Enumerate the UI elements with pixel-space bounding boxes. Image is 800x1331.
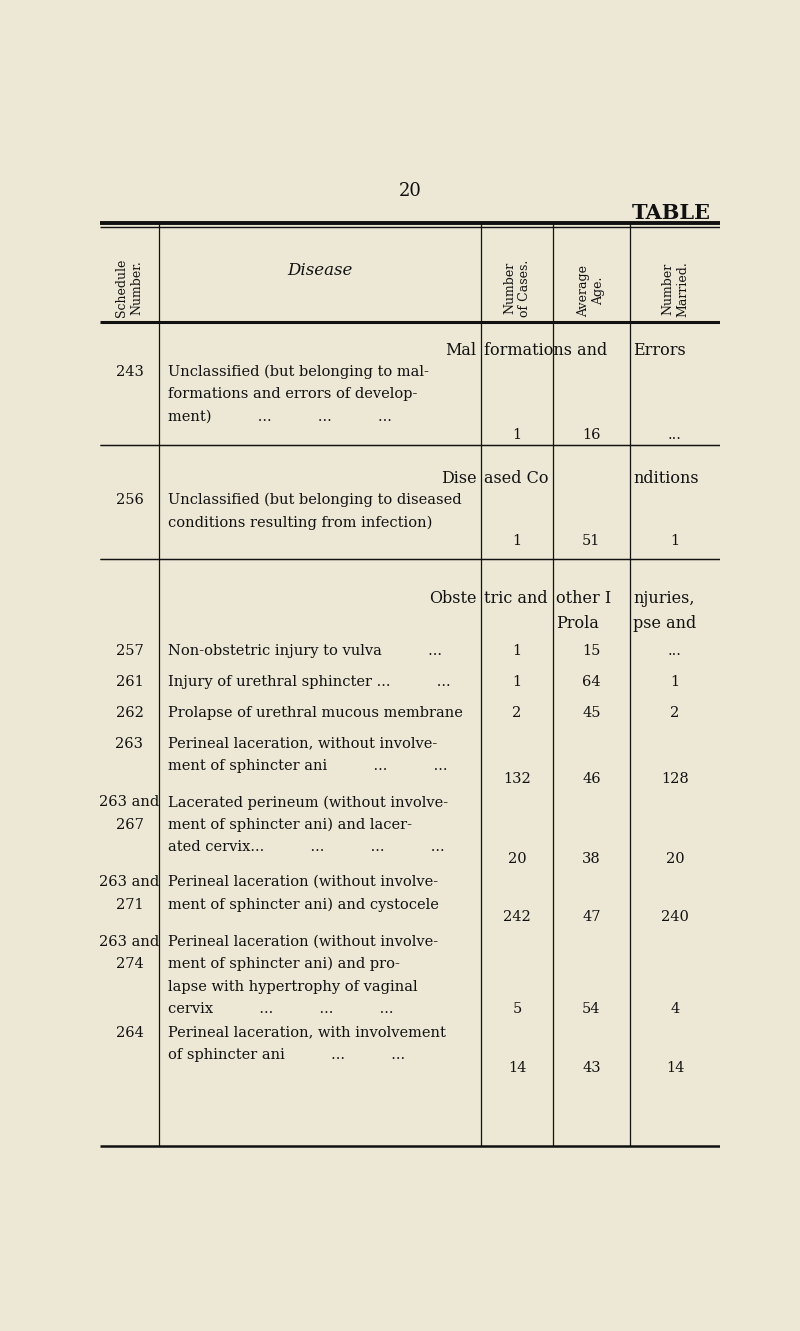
Text: 64: 64 (582, 675, 601, 689)
Text: 264: 264 (115, 1026, 143, 1040)
Text: 5: 5 (512, 1002, 522, 1016)
Text: Errors: Errors (634, 342, 686, 359)
Text: 1: 1 (512, 644, 522, 659)
Text: Prolapse of urethral mucous membrane: Prolapse of urethral mucous membrane (168, 705, 463, 720)
Text: 54: 54 (582, 1002, 601, 1016)
Text: 14: 14 (666, 1061, 684, 1074)
Text: conditions resulting from infection): conditions resulting from infection) (168, 515, 433, 530)
Text: 242: 242 (503, 910, 531, 924)
Text: ment of sphincter ani          ...          ...: ment of sphincter ani ... ... (168, 759, 448, 773)
Text: 256: 256 (115, 492, 143, 507)
Text: 267: 267 (115, 817, 143, 832)
Text: Number
Married.: Number Married. (661, 261, 689, 317)
Text: 257: 257 (115, 644, 143, 659)
Text: Perineal laceration (without involve-: Perineal laceration (without involve- (168, 934, 438, 949)
Text: 263 and: 263 and (99, 795, 159, 809)
Text: 1: 1 (670, 534, 680, 548)
Text: 16: 16 (582, 429, 601, 442)
Text: 47: 47 (582, 910, 601, 924)
Text: of sphincter ani          ...          ...: of sphincter ani ... ... (168, 1049, 406, 1062)
Text: njuries,: njuries, (634, 590, 694, 607)
Text: ...: ... (668, 644, 682, 659)
Text: Unclassified (but belonging to mal-: Unclassified (but belonging to mal- (168, 365, 429, 379)
Text: 1: 1 (512, 534, 522, 548)
Text: 15: 15 (582, 644, 601, 659)
Text: tric and: tric and (485, 590, 548, 607)
Text: Schedule
Number.: Schedule Number. (115, 258, 143, 317)
Text: Perineal laceration, without involve-: Perineal laceration, without involve- (168, 737, 438, 751)
Text: ated cervix...          ...          ...          ...: ated cervix... ... ... ... (168, 840, 445, 855)
Text: 20: 20 (666, 852, 684, 865)
Text: 14: 14 (508, 1061, 526, 1074)
Text: 1: 1 (670, 675, 680, 689)
Text: 274: 274 (115, 957, 143, 972)
Text: 2: 2 (670, 705, 680, 720)
Text: 45: 45 (582, 705, 601, 720)
Text: 262: 262 (115, 705, 143, 720)
Text: 4: 4 (670, 1002, 680, 1016)
Text: 20: 20 (398, 182, 422, 200)
Text: Perineal laceration (without involve-: Perineal laceration (without involve- (168, 874, 438, 889)
Text: Injury of urethral sphincter ...          ...: Injury of urethral sphincter ... ... (168, 675, 451, 689)
Text: 263: 263 (115, 737, 143, 751)
Text: cervix          ...          ...          ...: cervix ... ... ... (168, 1002, 394, 1016)
Text: ment of sphincter ani) and cystocele: ment of sphincter ani) and cystocele (168, 897, 439, 912)
Text: ment)          ...          ...          ...: ment) ... ... ... (168, 410, 392, 423)
Text: ment of sphincter ani) and lacer-: ment of sphincter ani) and lacer- (168, 817, 412, 832)
Text: 132: 132 (503, 772, 531, 785)
Text: 38: 38 (582, 852, 601, 865)
Text: 243: 243 (115, 365, 143, 379)
Text: Non-obstetric injury to vulva          ...: Non-obstetric injury to vulva ... (168, 644, 442, 659)
Text: 271: 271 (116, 897, 143, 912)
Text: 128: 128 (661, 772, 689, 785)
Text: pse and: pse and (634, 615, 697, 632)
Text: Lacerated perineum (without involve-: Lacerated perineum (without involve- (168, 795, 448, 809)
Text: 263 and: 263 and (99, 934, 159, 949)
Text: 51: 51 (582, 534, 601, 548)
Text: Dise: Dise (441, 470, 476, 487)
Text: Obste: Obste (429, 590, 476, 607)
Text: TABLE: TABLE (632, 202, 710, 222)
Text: formations and: formations and (485, 342, 608, 359)
Text: nditions: nditions (634, 470, 699, 487)
Text: 263 and: 263 and (99, 874, 159, 889)
Text: Unclassified (but belonging to diseased: Unclassified (but belonging to diseased (168, 492, 462, 507)
Text: 46: 46 (582, 772, 601, 785)
Text: 43: 43 (582, 1061, 601, 1074)
Text: Average
Age.: Average Age. (578, 265, 606, 317)
Text: formations and errors of develop-: formations and errors of develop- (168, 387, 418, 401)
Text: 20: 20 (508, 852, 526, 865)
Text: Number
of Cases.: Number of Cases. (503, 260, 531, 317)
Text: 1: 1 (512, 429, 522, 442)
Text: Perineal laceration, with involvement: Perineal laceration, with involvement (168, 1026, 446, 1040)
Text: ment of sphincter ani) and pro-: ment of sphincter ani) and pro- (168, 957, 400, 972)
Text: 2: 2 (512, 705, 522, 720)
Text: Mal: Mal (446, 342, 476, 359)
Text: Prola: Prola (556, 615, 598, 632)
Text: Disease: Disease (287, 262, 353, 280)
Text: 240: 240 (661, 910, 689, 924)
Text: 261: 261 (115, 675, 143, 689)
Text: other I: other I (556, 590, 611, 607)
Text: 1: 1 (512, 675, 522, 689)
Text: ...: ... (668, 429, 682, 442)
Text: lapse with hypertrophy of vaginal: lapse with hypertrophy of vaginal (168, 980, 418, 994)
Text: ased Co: ased Co (485, 470, 549, 487)
